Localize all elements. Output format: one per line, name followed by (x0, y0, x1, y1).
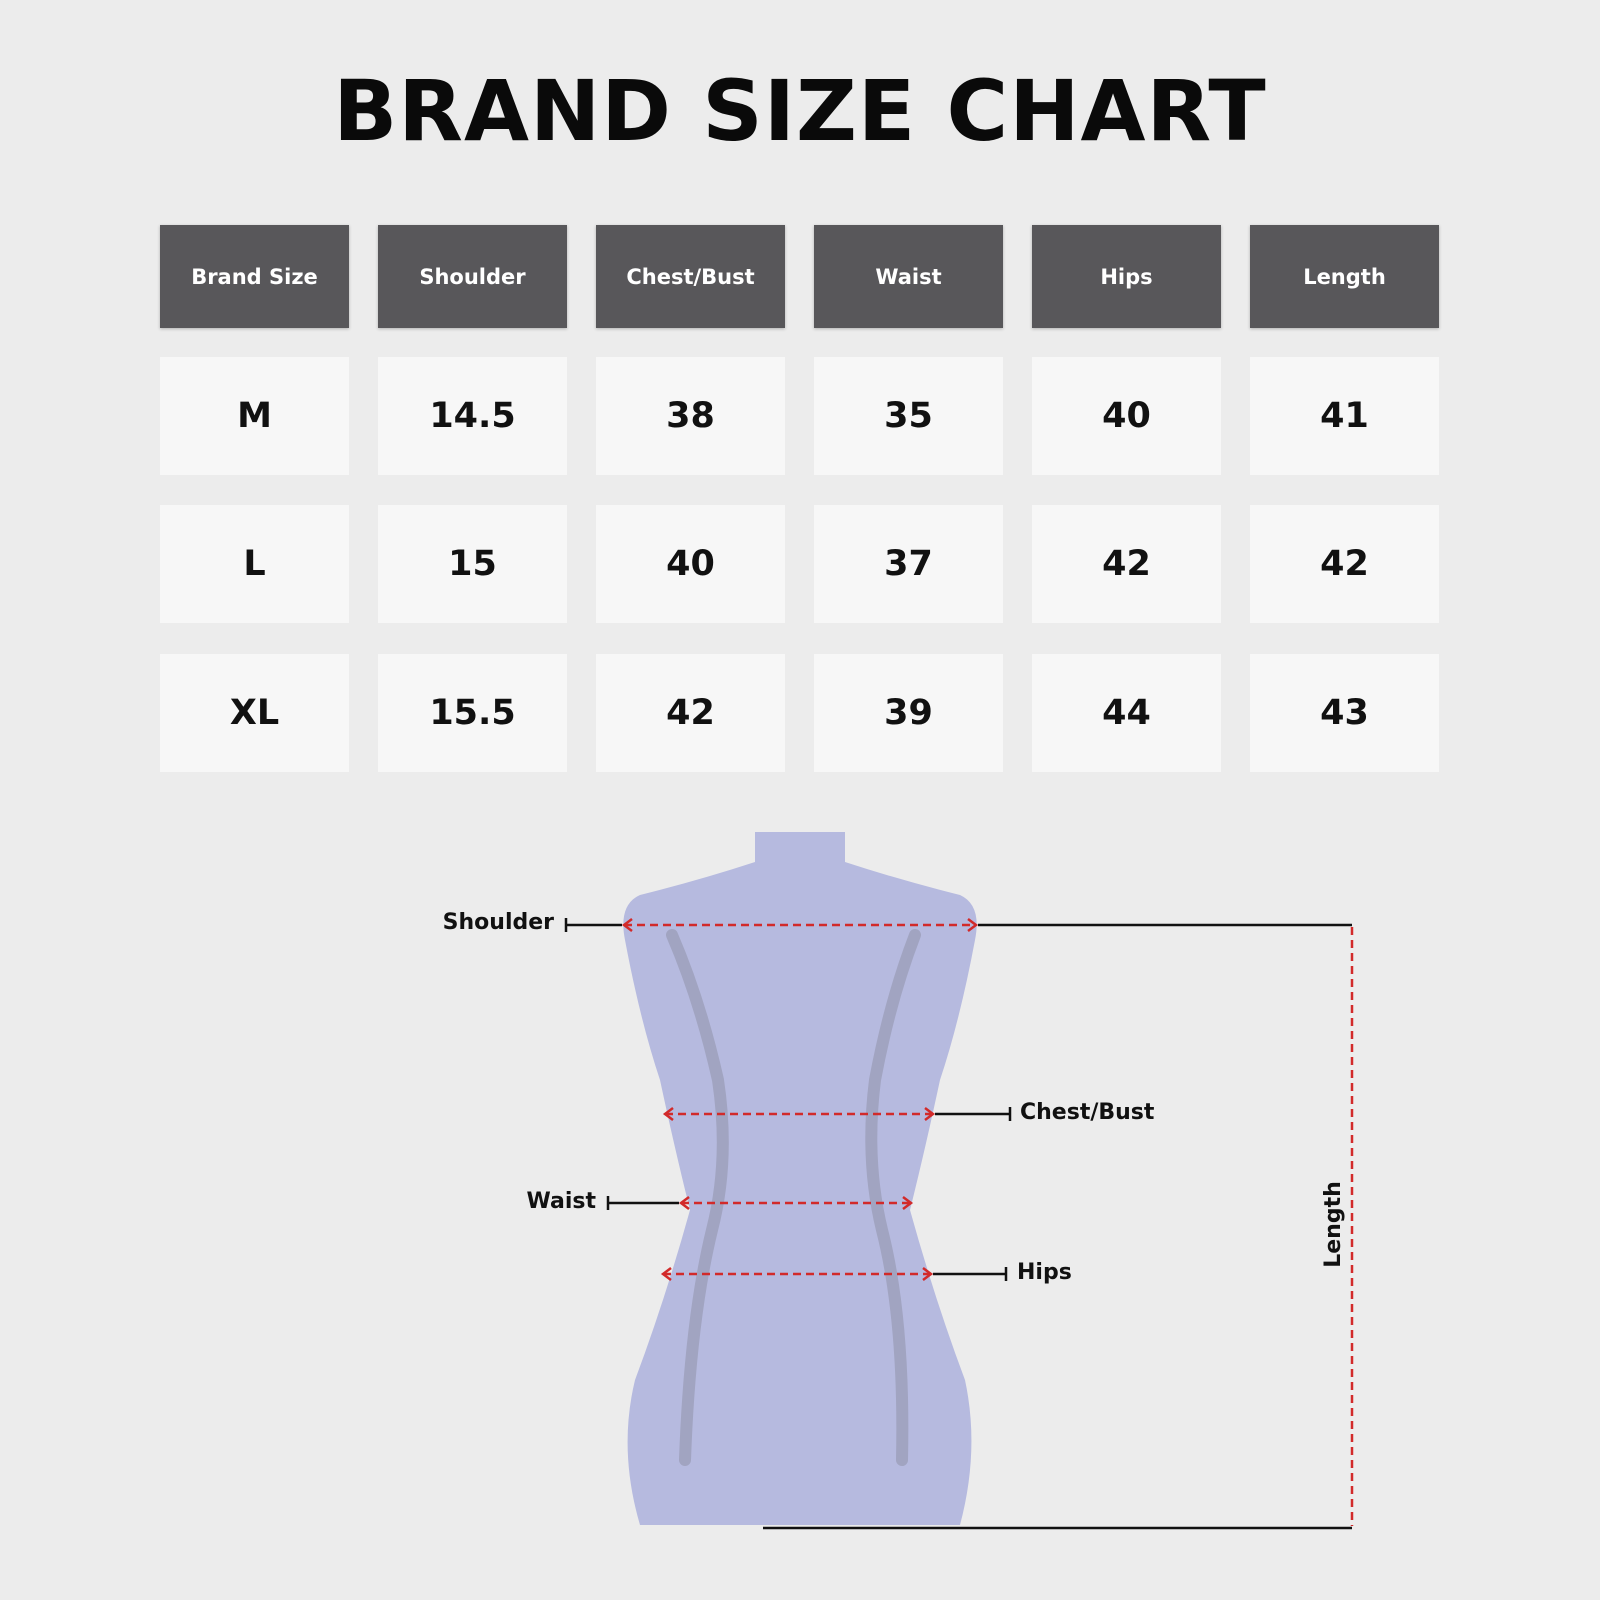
table-cell: L (160, 505, 349, 623)
table-cell: 42 (1250, 505, 1439, 623)
table-cell: 40 (1032, 357, 1221, 475)
table-cell: 39 (814, 654, 1003, 772)
table-cell: 35 (814, 357, 1003, 475)
hips-label: Hips (1017, 1260, 1072, 1285)
table-cell: 40 (596, 505, 785, 623)
table-cell: 42 (1032, 505, 1221, 623)
page-title: BRAND SIZE CHART (333, 62, 1267, 160)
measure-lines (624, 923, 1354, 1526)
mannequin-seam-right (865, 929, 921, 1466)
column-header: Chest/Bust (596, 225, 785, 328)
arrowheads (621, 918, 979, 1281)
table-cell: 15 (378, 505, 567, 623)
length-label: Length (1320, 1181, 1346, 1268)
column-header: Brand Size (160, 225, 349, 328)
table-cell: 38 (596, 357, 785, 475)
chest-label: Chest/Bust (1020, 1100, 1155, 1125)
table-cell: 14.5 (378, 357, 567, 475)
table-cell: 15.5 (378, 654, 567, 772)
table-cell: XL (160, 654, 349, 772)
table-cell: 37 (814, 505, 1003, 623)
column-header: Hips (1032, 225, 1221, 328)
shoulder-label: Shoulder (442, 910, 554, 935)
leader-lines (564, 918, 1352, 1530)
mannequin-seam-left (666, 929, 729, 1466)
column-header: Waist (814, 225, 1003, 328)
table-cell: 44 (1032, 654, 1221, 772)
column-header: Length (1250, 225, 1439, 328)
table-cell: M (160, 357, 349, 475)
column-header: Shoulder (378, 225, 567, 328)
table-cell: 43 (1250, 654, 1439, 772)
table-cell: 41 (1250, 357, 1439, 475)
waist-label: Waist (526, 1189, 596, 1214)
table-cell: 42 (596, 654, 785, 772)
